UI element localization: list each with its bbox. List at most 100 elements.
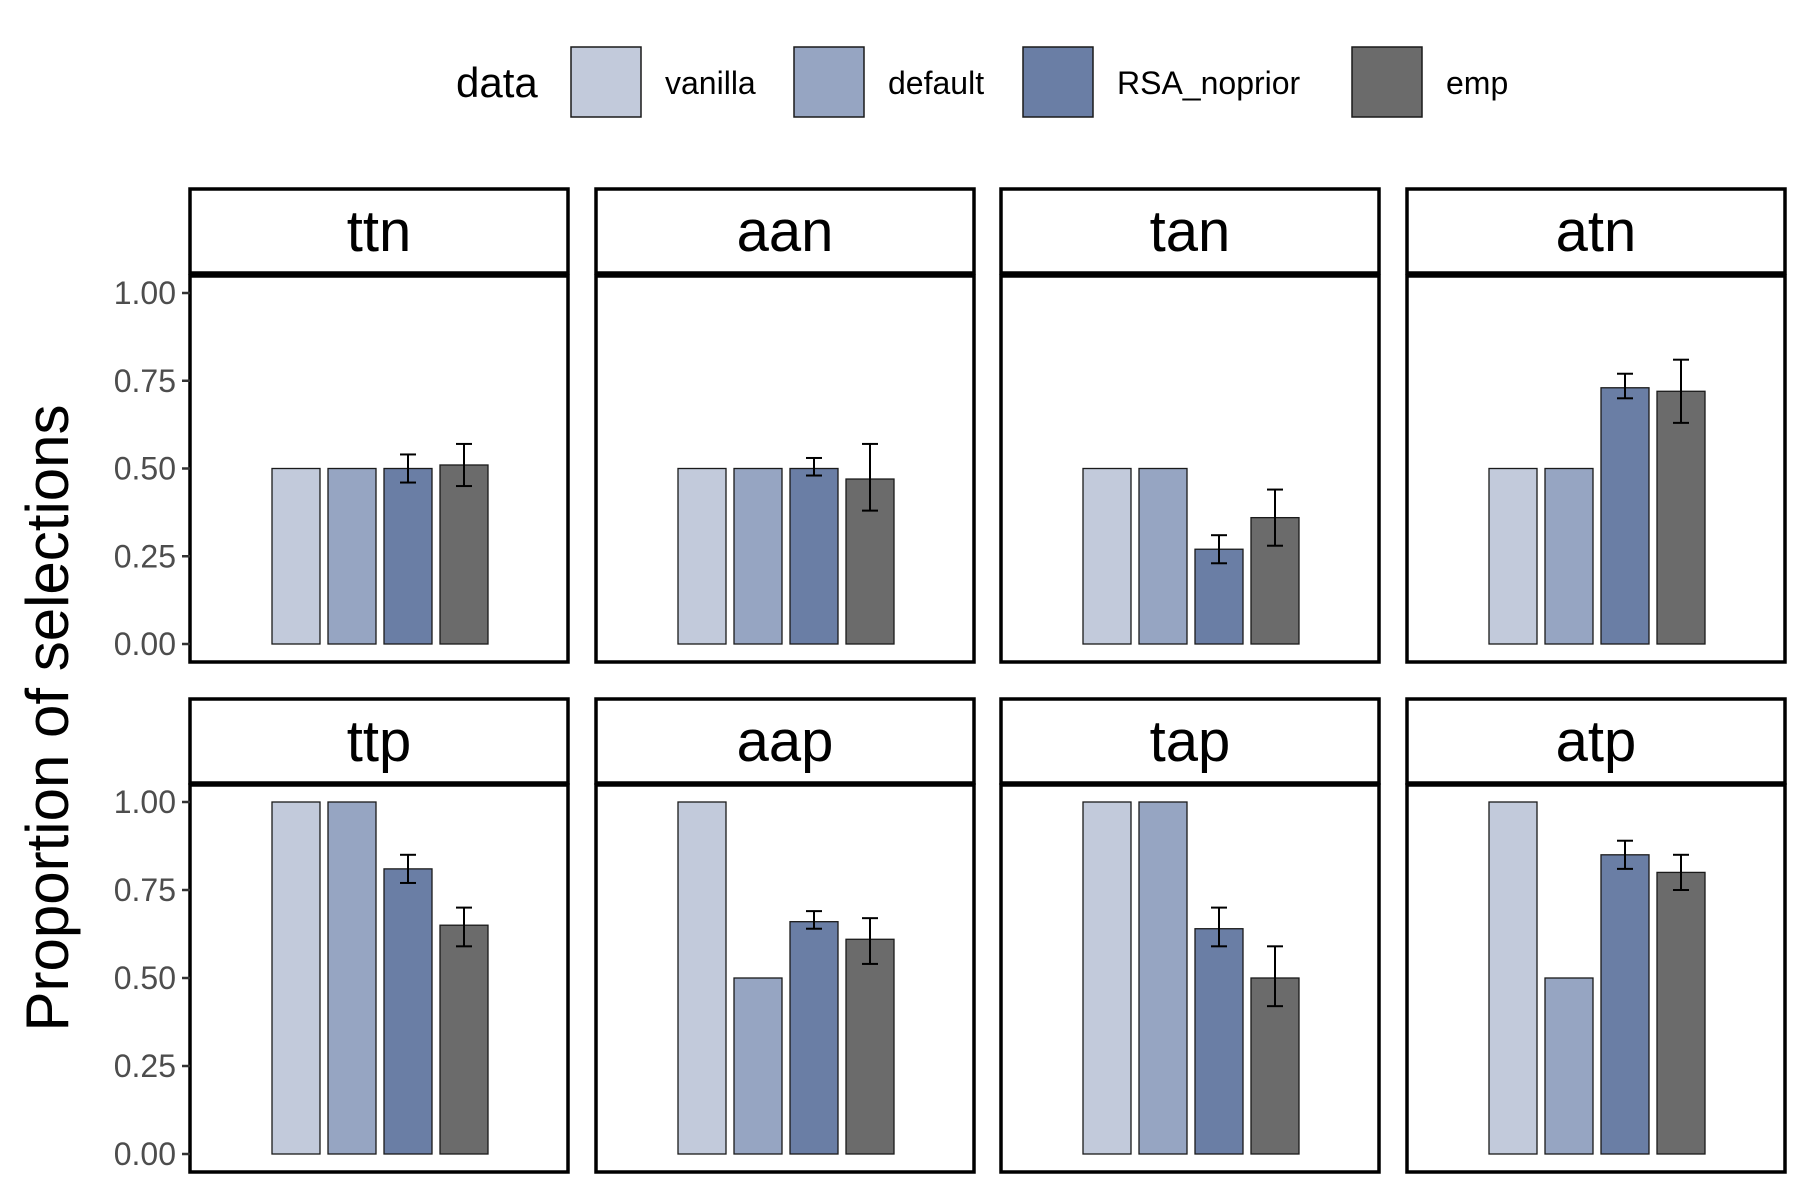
legend-key-vanilla (570, 46, 642, 118)
y-tick-label: 1.00 (114, 784, 176, 820)
legend-item-rsa_noprior: RSA_noprior (1022, 46, 1301, 118)
bar-atn-emp (1656, 390, 1706, 645)
error-bar-tap-emp (1267, 945, 1283, 1008)
panel-border-aap (594, 783, 976, 1174)
plot-area-aap (596, 785, 974, 1172)
strip-ttn (188, 187, 570, 275)
panel-border-atn (1405, 274, 1787, 664)
strip-aan (594, 187, 976, 275)
panel-border-tap (999, 783, 1381, 1174)
legend-label-vanilla: vanilla (665, 65, 756, 101)
bar-tap-rsa_noprior (1194, 928, 1244, 1155)
y-axis-title-group: Proportion of selections (14, 404, 81, 1031)
bar-aap-vanilla (677, 801, 727, 1155)
bar-atp-default (1544, 977, 1594, 1155)
error-bar-tap-rsa_noprior (1211, 906, 1227, 948)
plot-area-tan (1001, 276, 1379, 662)
panel-atp: atp (1405, 697, 1787, 1174)
legend-item-default: default (793, 46, 984, 118)
error-bar-aan-emp (862, 442, 878, 512)
strip-aap (594, 697, 976, 785)
bar-aan-default (733, 467, 783, 645)
bar-aap-default (733, 977, 783, 1155)
bar-atn-default (1544, 467, 1594, 645)
panel-atn: atn (1405, 187, 1787, 664)
strip-label-ttn: ttn (347, 199, 412, 264)
bar-aan-rsa_noprior (789, 467, 839, 645)
bar-ttp-rsa_noprior (383, 868, 433, 1155)
legend-item-vanilla: vanilla (570, 46, 756, 118)
legend-key-default (793, 46, 865, 118)
plot-area-aan (596, 276, 974, 662)
strip-label-atn: atn (1556, 199, 1637, 264)
legend-label-emp: emp (1446, 65, 1508, 101)
bar-ttn-default (327, 467, 377, 645)
y-tick-label: 1.00 (114, 275, 176, 311)
error-bar-tan-emp (1267, 488, 1283, 547)
legend-title: data (456, 59, 538, 106)
bar-tap-default (1138, 801, 1188, 1155)
panel-border-aan (594, 274, 976, 664)
y-tick-label: 0.50 (114, 960, 176, 996)
panel-aan: aan (594, 187, 976, 664)
bar-tan-vanilla (1082, 467, 1132, 645)
strip-label-aap: aap (737, 709, 834, 774)
bar-ttn-emp (439, 464, 489, 645)
y-tick-label: 0.00 (114, 626, 176, 662)
bar-aap-emp (845, 938, 895, 1155)
bar-ttn-vanilla (271, 467, 321, 645)
plot-area-atp (1407, 785, 1785, 1172)
legend-label-default: default (888, 65, 984, 101)
error-bar-ttp-rsa_noprior (400, 853, 416, 884)
bar-ttp-emp (439, 924, 489, 1155)
bar-atn-vanilla (1488, 467, 1538, 645)
panel-ttp: ttp 0.00 0.25 0.50 0.75 1.00 (114, 697, 570, 1174)
legend: data vanilla default RSA_noprior emp (456, 46, 1508, 118)
bar-aan-vanilla (677, 467, 727, 645)
strip-ttp (188, 697, 570, 785)
bar-aap-rsa_noprior (789, 921, 839, 1155)
panel-border-atp (1405, 783, 1787, 1174)
error-bar-tan-rsa_noprior (1211, 534, 1227, 565)
plot-area-ttp (190, 785, 568, 1172)
plot-area-tap (1001, 785, 1379, 1172)
bar-atp-emp (1656, 871, 1706, 1155)
strip-label-tap: tap (1150, 709, 1231, 774)
strip-atp (1405, 697, 1787, 785)
panel-aap: aap (594, 697, 976, 1174)
y-tick-label: 0.25 (114, 538, 176, 574)
panel-tap: tap (999, 697, 1381, 1174)
bar-tap-emp (1250, 977, 1300, 1155)
panel-tan: tan (999, 187, 1381, 664)
bar-atp-vanilla (1488, 801, 1538, 1155)
error-bar-atp-rsa_noprior (1617, 839, 1633, 870)
bar-ttp-vanilla (271, 801, 321, 1155)
bar-ttp-default (327, 801, 377, 1155)
y-tick-label: 0.50 (114, 451, 176, 487)
legend-key-rsa_noprior (1022, 46, 1094, 118)
strip-tan (999, 187, 1381, 275)
y-axis-title: Proportion of selections (14, 404, 81, 1031)
y-tick-label: 0.75 (114, 363, 176, 399)
strip-atn (1405, 187, 1787, 275)
y-tick-label: 0.25 (114, 1048, 176, 1084)
error-bar-aan-rsa_noprior (806, 456, 822, 477)
y-tick-label: 0.00 (114, 1136, 176, 1172)
plot-area-ttn (190, 276, 568, 662)
strip-label-aan: aan (737, 199, 834, 264)
error-bar-atn-rsa_noprior (1617, 372, 1633, 400)
bar-tap-vanilla (1082, 801, 1132, 1155)
bar-ttn-rsa_noprior (383, 467, 433, 645)
plot-area-atn (1407, 276, 1785, 662)
strip-label-tan: tan (1150, 199, 1231, 264)
error-bar-atn-emp (1673, 358, 1689, 424)
error-bar-aap-rsa_noprior (806, 910, 822, 930)
legend-item-emp: emp (1351, 46, 1508, 118)
bar-atn-rsa_noprior (1600, 387, 1650, 645)
legend-key-emp (1351, 46, 1423, 118)
error-bar-atp-emp (1673, 853, 1689, 891)
bar-tan-default (1138, 467, 1188, 645)
error-bar-ttn-emp (456, 442, 472, 488)
strip-label-atp: atp (1556, 709, 1637, 774)
